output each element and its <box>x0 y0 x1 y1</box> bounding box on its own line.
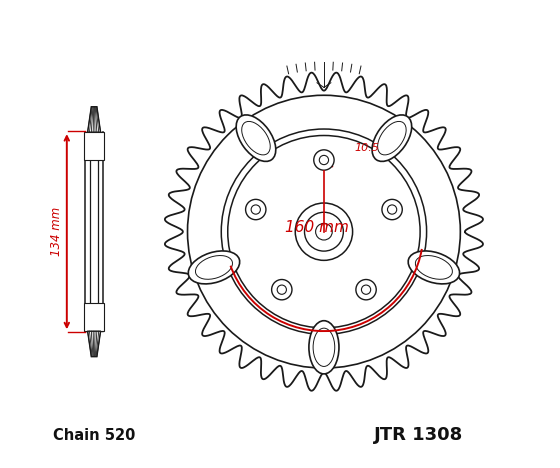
Bar <box>84 303 104 331</box>
Circle shape <box>319 155 329 165</box>
Ellipse shape <box>236 115 276 161</box>
Circle shape <box>356 279 376 300</box>
Bar <box>85 313 103 331</box>
Circle shape <box>188 95 460 368</box>
Ellipse shape <box>188 251 240 284</box>
Circle shape <box>295 203 353 260</box>
Bar <box>85 132 103 151</box>
Ellipse shape <box>372 115 412 161</box>
Text: JTR 1308: JTR 1308 <box>374 426 463 444</box>
Polygon shape <box>87 107 101 132</box>
Circle shape <box>316 223 332 240</box>
Text: Chain 520: Chain 520 <box>53 428 136 443</box>
Text: 160 mm: 160 mm <box>285 219 349 234</box>
Circle shape <box>272 279 292 300</box>
Circle shape <box>246 199 266 219</box>
Circle shape <box>251 205 260 214</box>
Circle shape <box>305 212 343 251</box>
Ellipse shape <box>309 321 339 374</box>
Text: 134 mm: 134 mm <box>50 207 63 256</box>
Circle shape <box>388 205 396 214</box>
Circle shape <box>361 285 371 294</box>
Circle shape <box>382 199 402 219</box>
Ellipse shape <box>408 251 460 284</box>
Text: 10.5: 10.5 <box>354 143 379 153</box>
Circle shape <box>314 150 334 170</box>
Circle shape <box>277 285 286 294</box>
Polygon shape <box>87 331 101 357</box>
Bar <box>84 132 104 160</box>
